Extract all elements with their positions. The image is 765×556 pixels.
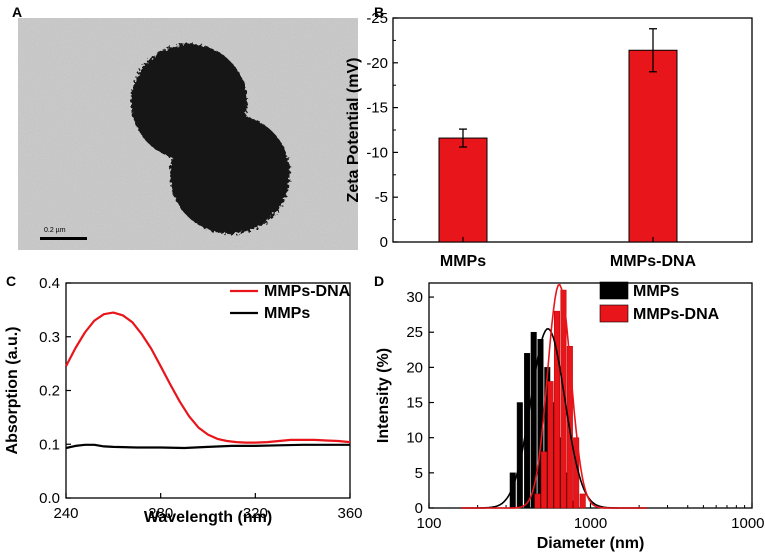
y-tick-label: -10: [366, 144, 388, 161]
series-line-mmps-dna: [65, 311, 351, 444]
histogram-bar-mmps-dna: [540, 451, 547, 509]
legend-swatch: [599, 281, 629, 300]
x-axis-label: Diameter (nm): [537, 535, 645, 552]
y-tick-label: 0.4: [39, 275, 60, 292]
x-tick-label: 1000: [574, 515, 607, 532]
y-tick-label: 25: [406, 324, 423, 341]
y-tick-label: 0: [415, 500, 423, 517]
x-tick-label: 360: [337, 505, 362, 522]
y-axis-label: Zeta Potential (mV): [345, 58, 362, 203]
x-tick-label: 100: [416, 515, 441, 532]
y-tick-label: 30: [406, 289, 423, 306]
histogram-bar-mmps-dna: [560, 289, 567, 509]
y-tick-label: 0.2: [39, 383, 60, 400]
histogram-bar-mmps-dna: [547, 381, 554, 509]
y-tick-label: 0.0: [39, 490, 60, 507]
histogram-bar-mmps: [524, 353, 531, 509]
particle-lower: [170, 114, 290, 234]
y-tick-label: -20: [366, 55, 388, 72]
panel-b-letter: B: [374, 4, 384, 20]
absorption-chart: 0.0 0.1 0.2 0.3 0.4 240 280 320 360 MMPs-DNA MMPs W…: [4, 275, 363, 526]
panel-c-letter: C: [6, 273, 16, 289]
x-axis-label: Wavelength (nm): [144, 509, 272, 526]
legend-label: MMPs: [264, 305, 310, 322]
histogram-bar-mmps-dna: [534, 493, 541, 509]
y-axis-label: Absorption (a.u.): [4, 327, 21, 455]
x-tick-label: 10000: [731, 515, 765, 532]
y-tick-label: 5: [415, 465, 423, 482]
bar-mmps: [438, 137, 488, 243]
y-tick-label: 0.3: [39, 329, 60, 346]
legend-label: MMPs-DNA: [633, 306, 720, 323]
zeta-potential-chart: 0 -5 -10 -15 -20 -25 MMPs MMPs-DNA Zeta Potentia…: [345, 10, 753, 270]
y-tick-label: 15: [406, 395, 423, 412]
series-line-mmps: [65, 443, 350, 450]
x-category-label: MMPs: [440, 253, 486, 270]
x-tick-label: 280: [148, 505, 173, 522]
y-tick-label: -15: [366, 100, 388, 117]
y-tick-label: 0.1: [39, 436, 60, 453]
legend-label: MMPs-DNA: [264, 283, 351, 300]
histogram-bar-mmps: [530, 331, 537, 509]
tem-image: 0.2 µm: [18, 18, 358, 250]
panel-a-letter: A: [12, 4, 22, 20]
size-distribution-chart: 0 5 10 15 20 25 30 100 1000 10000 MMPs MMPs-DNA Diam…: [375, 281, 765, 552]
legend-swatch: [599, 304, 629, 323]
y-tick-label: 20: [406, 359, 423, 376]
bar-mmps-dna: [628, 49, 678, 243]
y-tick-label: -5: [375, 189, 388, 206]
y-axis-label: Intensity (%): [375, 348, 392, 443]
histogram-bar-mmps-dna: [553, 310, 560, 509]
scale-bar-label: 0.2 µm: [44, 227, 66, 234]
histogram-bar-mmps-dna: [579, 493, 586, 509]
scale-bar: [40, 237, 87, 240]
legend-label: MMPs: [633, 283, 679, 300]
y-tick-label: -25: [366, 10, 388, 27]
x-tick-label: 240: [53, 505, 78, 522]
x-tick-label: 320: [243, 505, 268, 522]
y-tick-label: 10: [406, 430, 423, 447]
y-tick-label: 0: [380, 234, 388, 251]
panel-d-letter: D: [374, 273, 384, 289]
fit-curve-mmps-dna: [461, 283, 647, 509]
x-category-label: MMPs-DNA: [610, 253, 697, 270]
